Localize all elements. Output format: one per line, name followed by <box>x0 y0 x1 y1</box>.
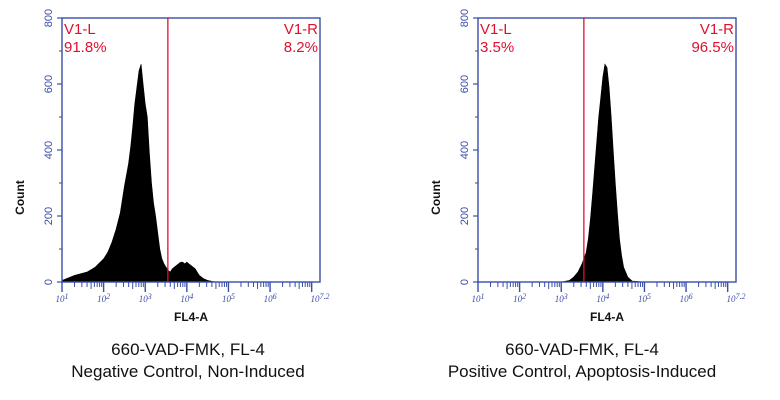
y-tick-label: 200 <box>43 207 55 225</box>
x-tick-label: 102 <box>513 292 526 304</box>
caption-positive-control: 660-VAD-FMK, FL-4 Positive Control, Apop… <box>402 339 762 383</box>
gate-percent-left: 91.8% <box>64 39 107 56</box>
y-tick-label: 200 <box>459 207 471 225</box>
histogram-area <box>61 64 320 283</box>
caption-line-reagent: 660-VAD-FMK, FL-4 <box>505 340 659 359</box>
histogram-panel-negative-control: 0 200 400 600 800 Count 101 102 103 104 105 106 107.… <box>13 9 330 324</box>
gate-name-right: V1-R <box>700 21 734 38</box>
x-tick-label: 106 <box>680 292 693 304</box>
x-tick-label: 107.2 <box>727 292 746 304</box>
y-tick-label: 400 <box>459 141 471 159</box>
gate-percent-right: 96.5% <box>691 39 734 56</box>
x-tick-label: 102 <box>97 292 110 304</box>
y-tick-label: 600 <box>43 75 55 93</box>
histogram-area <box>478 63 736 283</box>
caption-line-reagent: 660-VAD-FMK, FL-4 <box>111 340 265 359</box>
gate-percent-left: 3.5% <box>480 39 514 56</box>
gate-name-left: V1-L <box>480 21 512 38</box>
plot-frame <box>61 17 321 283</box>
x-tick-label: 101 <box>472 292 485 304</box>
gate-name-left: V1-L <box>64 21 96 38</box>
y-tick-label: 800 <box>43 9 55 27</box>
x-tick-label: 101 <box>56 292 69 304</box>
gate-name-right: V1-R <box>284 21 318 38</box>
y-axis-label: Count <box>13 180 27 215</box>
x-axis-label: FL4-A <box>174 310 208 324</box>
x-tick-label: 105 <box>638 292 651 304</box>
x-tick-label: 103 <box>555 292 568 304</box>
caption-line-condition: Positive Control, Apoptosis-Induced <box>447 362 717 381</box>
x-axis-label: FL4-A <box>590 310 624 324</box>
x-tick-label: 104 <box>596 292 609 304</box>
x-tick-label: 107.2 <box>311 292 330 304</box>
x-tick-label: 103 <box>139 292 152 304</box>
histogram-panel-positive-control: 0 200 400 600 800 Count 101 102 103 104 105 106 107.… <box>429 9 746 324</box>
caption-line-condition: Negative Control, Non-Induced <box>71 362 305 381</box>
x-tick-label: 105 <box>222 292 235 304</box>
gate-percent-right: 8.2% <box>284 39 318 56</box>
caption-negative-control: 660-VAD-FMK, FL-4 Negative Control, Non-… <box>8 339 368 383</box>
y-tick-label: 400 <box>43 141 55 159</box>
flow-cytometry-figure: 0 200 400 600 800 Count 101 102 103 104 105 106 107.… <box>13 9 746 324</box>
y-tick-label: 600 <box>459 75 471 93</box>
x-tick-label: 104 <box>180 292 193 304</box>
y-tick-label: 800 <box>459 9 471 27</box>
x-tick-label: 106 <box>264 292 277 304</box>
y-tick-label: 0 <box>43 279 55 285</box>
y-tick-label: 0 <box>459 279 471 285</box>
y-axis-label: Count <box>429 180 443 215</box>
